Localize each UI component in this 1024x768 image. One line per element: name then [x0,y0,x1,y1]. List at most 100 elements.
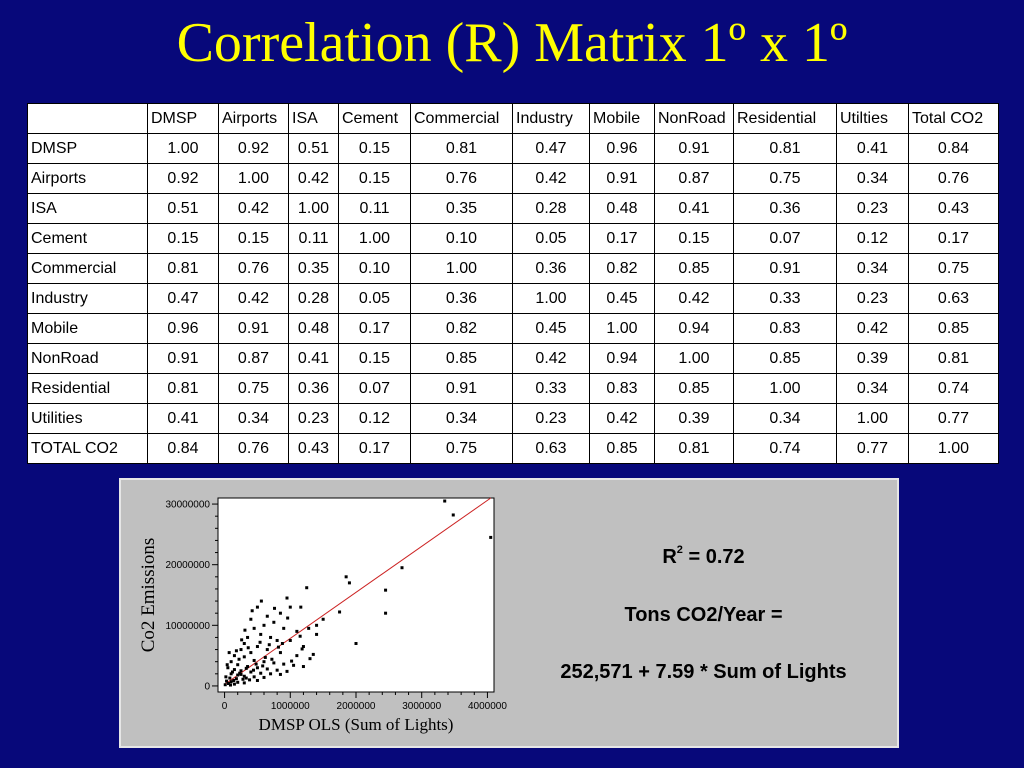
row-header: Utilities [27,403,148,434]
matrix-cell: 1.00 [288,193,339,224]
data-point [272,620,276,624]
data-point [265,614,269,618]
data-point [229,660,233,664]
data-point [225,679,229,683]
data-point [259,599,263,603]
x-tick-label: 3000000 [402,701,441,712]
matrix-cell: 0.28 [288,283,339,314]
y-tick-label: 10000000 [166,621,211,632]
data-point [249,651,253,655]
scatter-plot: 0 1000000 2000000 3000000 4000000 0 10000000 20… [138,497,507,734]
regression-line [224,497,492,685]
x-axis-label: DMSP OLS (Sum of Lights) [259,715,454,734]
matrix-cell: 1.00 [410,253,513,284]
data-point [301,665,305,669]
data-point [262,623,266,627]
data-point [276,645,280,649]
data-point [344,575,348,579]
matrix-cell: 0.85 [654,253,734,284]
data-point [229,672,233,676]
x-tick-label: 0 [222,701,228,712]
matrix-cell: 0.77 [836,433,909,464]
matrix-cell: 0.45 [589,283,655,314]
data-point [275,668,279,672]
matrix-cell: 0.42 [836,313,909,344]
matrix-cell: 0.23 [836,283,909,314]
matrix-cell: 0.23 [836,193,909,224]
data-point [315,632,319,636]
matrix-cell: 0.77 [908,403,999,434]
row-header: DMSP [27,133,148,164]
matrix-cell: 0.81 [654,433,734,464]
row-header: Commercial [27,253,148,284]
data-point [298,634,302,638]
matrix-cell: 1.00 [338,223,411,254]
matrix-cell: 0.87 [654,163,734,194]
data-point [269,635,273,639]
matrix-cell: 0.92 [147,163,219,194]
matrix-cell: 0.15 [338,343,411,374]
matrix-row: Residential 0.81 0.75 0.36 0.07 0.91 0.33 0.83 0… [27,373,999,404]
data-point [230,670,234,674]
data-point [259,632,263,636]
data-point [238,671,242,675]
data-point [273,606,277,610]
data-point [285,669,289,673]
matrix-cell: 0.17 [589,223,655,254]
matrix-cell: 0.48 [288,313,339,344]
data-point [255,666,259,670]
matrix-cell: 0.41 [288,343,339,374]
matrix-cell: 0.85 [589,433,655,464]
matrix-cell: 0.36 [512,253,590,284]
matrix-cell: 0.75 [410,433,513,464]
r-squared-text: R2 = 0.72 [511,544,896,569]
data-point [232,682,236,686]
matrix-cell: 0.75 [733,163,837,194]
data-point [265,648,269,652]
r-squared-label: R [662,546,677,568]
matrix-cell: 0.11 [288,223,339,254]
data-point [255,678,259,682]
r-squared-value: = 0.72 [682,546,745,568]
data-point [292,663,296,667]
matrix-cell: 0.81 [410,133,513,164]
matrix-cell: 0.42 [512,163,590,194]
matrix-cell: 0.41 [836,133,909,164]
data-point [278,672,282,676]
matrix-cell: 0.15 [338,163,411,194]
matrix-cell: 0.36 [288,373,339,404]
y-tick-label: 0 [204,681,210,692]
matrix-row: Cement 0.15 0.15 0.11 1.00 0.10 0.05 0.17 0.15 0.… [27,223,999,254]
matrix-cell: 0.43 [288,433,339,464]
column-header: Airports [218,103,289,134]
matrix-cell: 0.42 [654,283,734,314]
data-point [244,676,248,680]
matrix-cell: 0.81 [147,253,219,284]
x-tick-label: 1000000 [271,701,310,712]
matrix-row: TOTAL CO2 0.84 0.76 0.43 0.17 0.75 0.63 0.85 0.8… [27,433,999,464]
matrix-cell: 0.42 [589,403,655,434]
data-point [307,626,311,630]
data-point [252,626,256,630]
matrix-cell: 0.63 [512,433,590,464]
column-header: Commercial [410,103,513,134]
data-point [241,677,245,681]
matrix-cell: 0.45 [512,313,590,344]
matrix-cell: 0.23 [288,403,339,434]
data-point [236,680,240,684]
data-point [246,665,250,669]
data-point [228,683,232,687]
matrix-cell: 0.92 [218,133,289,164]
column-header: Total CO2 [908,103,999,134]
y-tick-label: 20000000 [166,560,211,571]
matrix-cell: 0.34 [836,253,909,284]
matrix-cell: 0.85 [410,343,513,374]
matrix-cell: 0.15 [218,223,289,254]
matrix-cell: 0.41 [654,193,734,224]
row-header: Airports [27,163,148,194]
column-header: DMSP [147,103,219,134]
matrix-cell: 0.33 [733,283,837,314]
data-point [321,617,325,621]
data-point [234,649,238,653]
data-point [295,654,299,658]
